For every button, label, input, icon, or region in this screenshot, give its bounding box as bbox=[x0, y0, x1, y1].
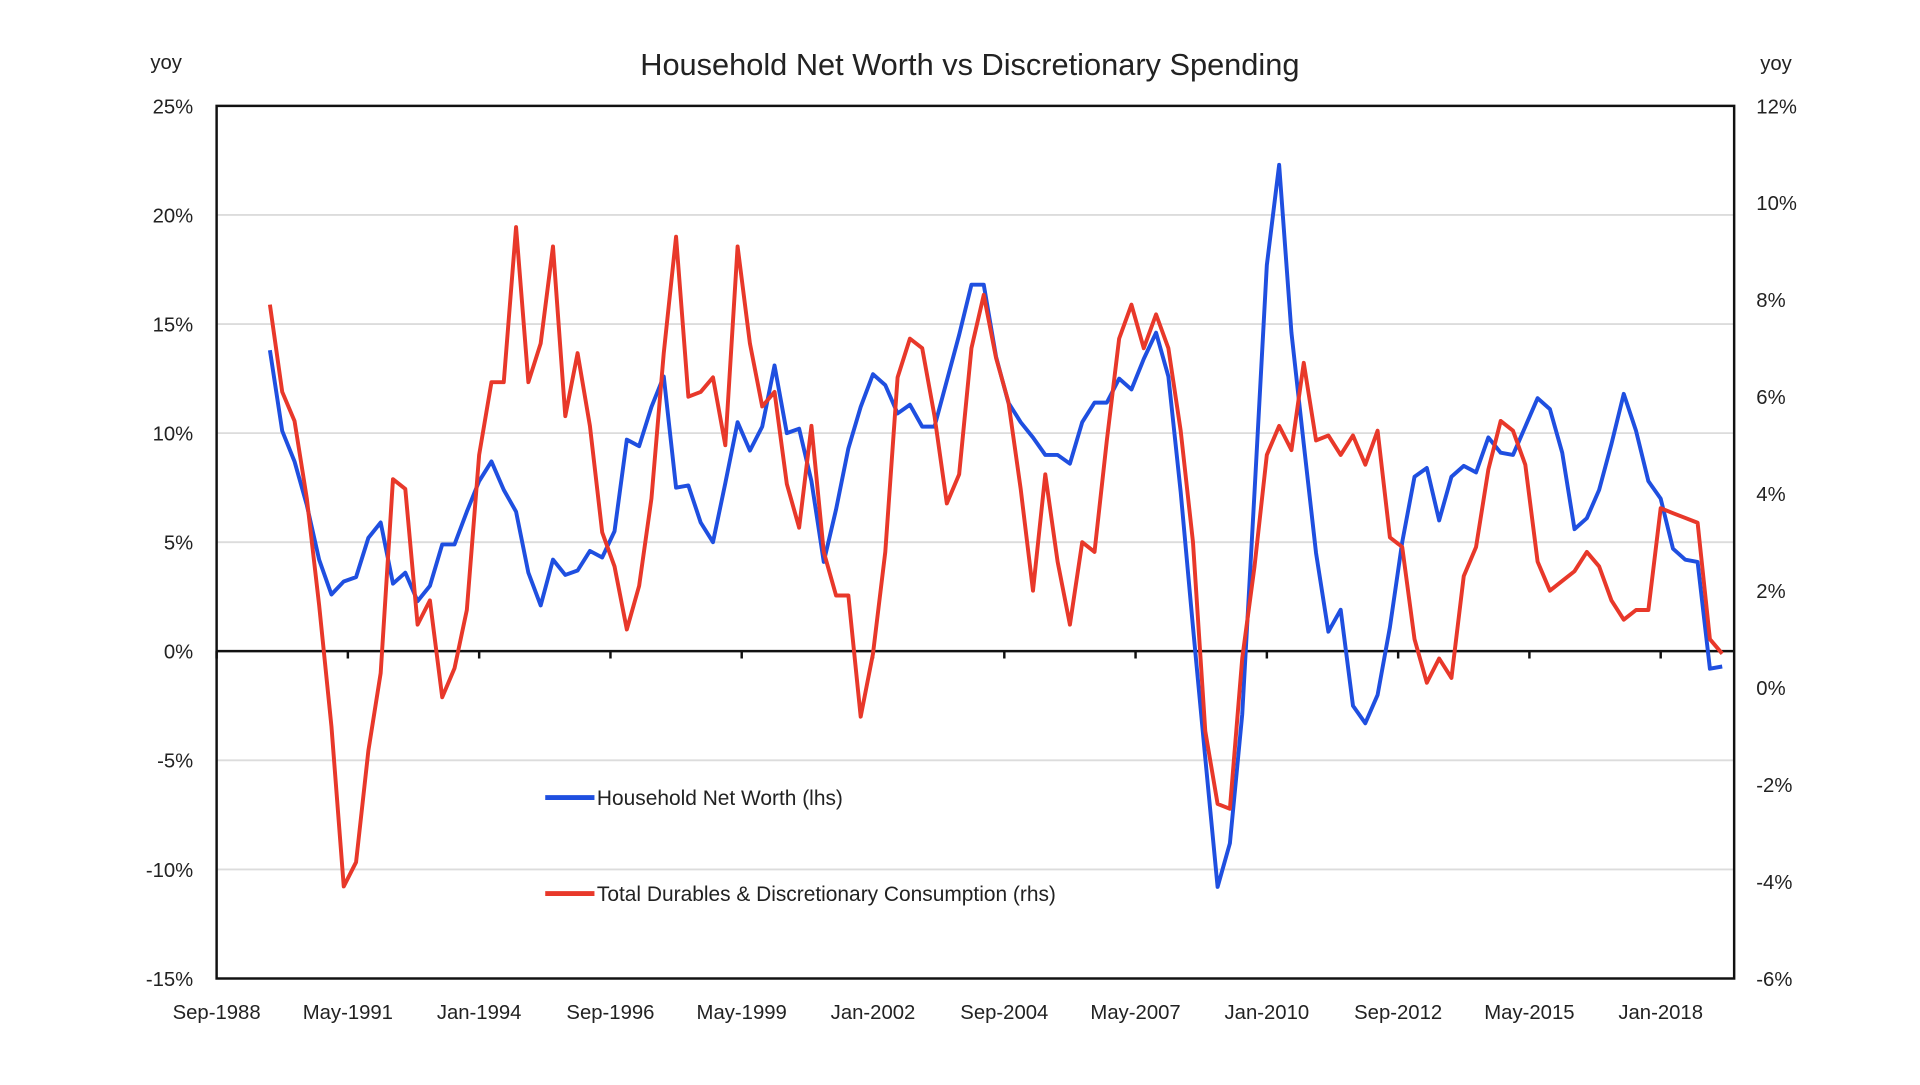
x-tick-label: May-1991 bbox=[303, 1002, 393, 1024]
right-tick-label: 2% bbox=[1756, 581, 1785, 603]
legend-label-consumption: Total Durables & Discretionary Consumpti… bbox=[597, 883, 1056, 906]
x-tick-label: Sep-1996 bbox=[566, 1002, 654, 1024]
left-tick-label: 5% bbox=[164, 533, 193, 555]
series-lines bbox=[267, 162, 1724, 889]
series-line-net-worth bbox=[267, 162, 1723, 889]
x-tick-label: Jan-2002 bbox=[831, 1002, 916, 1024]
right-tick-label: -4% bbox=[1756, 872, 1792, 894]
right-tick-label: 12% bbox=[1756, 96, 1797, 118]
left-tick-label: 10% bbox=[153, 423, 194, 445]
x-tick-label: Sep-2012 bbox=[1354, 1002, 1442, 1024]
x-tick-label: Jan-2010 bbox=[1225, 1002, 1310, 1024]
right-tick-label: -2% bbox=[1756, 775, 1792, 797]
left-tick-label: 25% bbox=[153, 96, 194, 118]
x-tick-label: May-2015 bbox=[1484, 1002, 1574, 1024]
plot-area-border bbox=[215, 104, 1736, 980]
right-axis: 12% 10% 8% 6% 4% 2% 0% -2% -4% -6% bbox=[1756, 96, 1797, 991]
right-tick-label: -6% bbox=[1756, 969, 1792, 991]
legend: Household Net Worth (lhs) Total Durables… bbox=[545, 787, 1056, 906]
left-tick-label: -15% bbox=[146, 969, 193, 991]
left-axis-unit: yoy bbox=[150, 52, 182, 74]
x-tick-label: May-2007 bbox=[1090, 1002, 1180, 1024]
chart-title: Household Net Worth vs Discretionary Spe… bbox=[640, 47, 1299, 82]
x-axis: Sep-1988 May-1991 Jan-1994 Sep-1996 May-1999… bbox=[173, 651, 1703, 1024]
right-tick-label: 8% bbox=[1756, 290, 1785, 312]
x-tick-label: Jan-2018 bbox=[1618, 1002, 1703, 1024]
right-tick-label: 0% bbox=[1756, 678, 1785, 700]
left-tick-label: 20% bbox=[153, 205, 194, 227]
x-tick-label: Sep-2004 bbox=[960, 1002, 1048, 1024]
right-tick-label: 6% bbox=[1756, 387, 1785, 409]
x-tick-label: Jan-1994 bbox=[437, 1002, 522, 1024]
left-tick-label: 0% bbox=[164, 642, 193, 664]
x-tick-label: Sep-1988 bbox=[173, 1002, 261, 1024]
right-axis-unit: yoy bbox=[1760, 53, 1792, 75]
gridlines bbox=[216, 214, 1735, 871]
right-tick-label: 10% bbox=[1756, 193, 1797, 215]
left-tick-label: -5% bbox=[157, 751, 193, 773]
x-tick-label: May-1999 bbox=[697, 1002, 787, 1024]
left-tick-label: -10% bbox=[146, 860, 193, 882]
left-axis: 25% 20% 15% 10% 5% 0% -5% -10% -15% bbox=[146, 96, 193, 991]
right-tick-label: 4% bbox=[1756, 484, 1785, 506]
legend-label-net-worth: Household Net Worth (lhs) bbox=[597, 787, 843, 810]
left-tick-label: 15% bbox=[153, 314, 194, 336]
series-line-consumption bbox=[267, 225, 1724, 889]
